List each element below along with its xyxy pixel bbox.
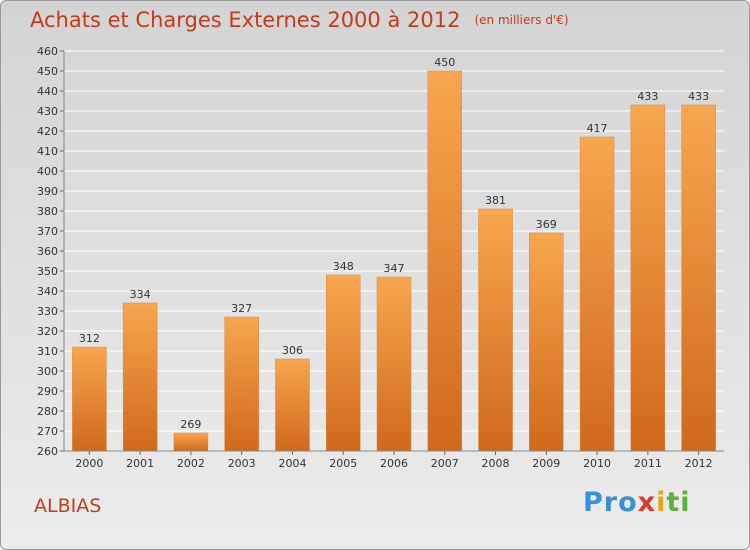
y-tick-label: 460 [37, 45, 58, 58]
bar-2009 [529, 232, 564, 452]
x-tick-label: 2007 [431, 457, 459, 470]
bar-2002 [173, 432, 209, 452]
bar-value-label: 334 [130, 288, 151, 301]
bar-value-label: 269 [180, 418, 201, 431]
y-tick-label: 370 [37, 225, 58, 238]
x-tick-label: 2012 [685, 457, 713, 470]
y-tick-label: 310 [37, 345, 58, 358]
title-text: Achats et Charges Externes 2000 à 2012 [30, 8, 461, 32]
y-tick-label: 300 [37, 365, 58, 378]
bar-value-label: 306 [282, 344, 303, 357]
bar-2004 [275, 358, 310, 452]
y-tick-label: 350 [37, 265, 58, 278]
bar-2007 [427, 70, 463, 452]
bar-2006 [376, 276, 412, 452]
bar-2001 [122, 302, 158, 452]
bar-value-label: 327 [231, 302, 252, 315]
bar-value-label: 381 [485, 194, 506, 207]
bar-2012 [681, 104, 716, 452]
y-tick-label: 440 [37, 85, 58, 98]
bar-2003 [224, 316, 259, 452]
y-tick-label: 280 [37, 405, 58, 418]
y-tick-label: 430 [37, 105, 58, 118]
x-tick-label: 2001 [126, 457, 154, 470]
bar-value-label: 312 [79, 332, 100, 345]
bars: 312 334 269 327 306 348 347 450 381 369 417 433 433 [72, 56, 716, 452]
y-tick-label: 410 [37, 145, 58, 158]
bar-value-label: 369 [536, 218, 557, 231]
bar-2000 [72, 346, 107, 452]
y-tick-label: 400 [37, 165, 58, 178]
bar-value-label: 450 [434, 56, 455, 69]
y-tick-label: 380 [37, 205, 58, 218]
x-tick-label: 2003 [228, 457, 256, 470]
y-tick-label: 360 [37, 245, 58, 258]
proxiti-logo: Proxiti [583, 487, 691, 518]
y-tick-label: 450 [37, 65, 58, 78]
bar-2010 [579, 136, 615, 452]
bar-2005 [325, 274, 361, 452]
title-unit: (en milliers d'€) [474, 13, 569, 27]
x-tick-label: 2000 [75, 457, 103, 470]
bar-2011 [630, 104, 666, 452]
y-tick-label: 260 [37, 445, 58, 458]
bar-2008 [478, 208, 513, 452]
x-tick-label: 2011 [634, 457, 662, 470]
x-tick-label: 2009 [532, 457, 560, 470]
y-tick-label: 320 [37, 325, 58, 338]
y-tick-label: 390 [37, 185, 58, 198]
chart-title: Achats et Charges Externes 2000 à 2012 (e… [30, 8, 569, 32]
bar-value-label: 433 [637, 90, 658, 103]
bar-value-label: 417 [587, 122, 608, 135]
x-axis-ticks: 2000 2001 2002 2003 2004 2005 2006 2007 2008 2009… [64, 450, 724, 470]
bar-value-label: 347 [384, 262, 405, 275]
town-name: ALBIAS [34, 495, 102, 517]
x-tick-label: 2002 [177, 457, 205, 470]
y-tick-label: 270 [37, 425, 58, 438]
bar-value-label: 433 [688, 90, 709, 103]
bar-value-label: 348 [333, 260, 354, 273]
x-tick-label: 2006 [380, 457, 408, 470]
x-tick-label: 2004 [278, 457, 306, 470]
x-tick-label: 2008 [482, 457, 510, 470]
x-tick-label: 2005 [329, 457, 357, 470]
x-tick-label: 2010 [583, 457, 611, 470]
y-tick-label: 330 [37, 305, 58, 318]
y-tick-label: 290 [37, 385, 58, 398]
y-tick-label: 420 [37, 125, 58, 138]
y-axis-ticks: 260 270 280 290 300 310 320 330 340 350 360 370 380 3… [37, 45, 65, 458]
y-tick-label: 340 [37, 285, 58, 298]
